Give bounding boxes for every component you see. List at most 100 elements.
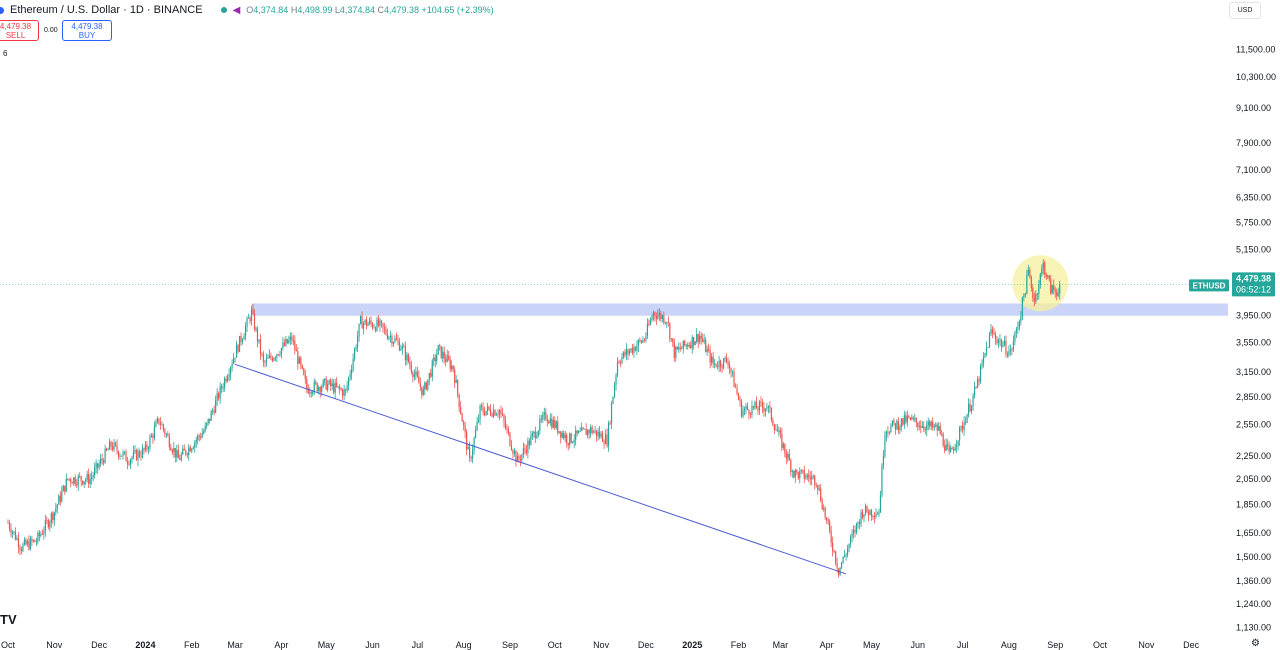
candle-body: [113, 442, 115, 450]
symbol-title[interactable]: Ethereum / U.S. Dollar · 1D · BINANCE: [10, 4, 203, 16]
high-value: 4,498.99: [297, 5, 333, 15]
sell-button[interactable]: 4,479.38 SELL: [0, 20, 39, 41]
candle-body: [923, 426, 925, 429]
candle-body: [34, 540, 36, 542]
candle-body: [342, 389, 344, 396]
candle-body: [123, 451, 126, 453]
candle-body: [41, 534, 43, 535]
candle-body: [640, 340, 643, 343]
candle-body: [300, 357, 302, 366]
candle-body: [395, 338, 398, 340]
candle-body: [718, 360, 720, 368]
candle-body: [58, 495, 60, 505]
candle-body: [670, 338, 672, 340]
candle-body: [94, 468, 96, 476]
settings-icon[interactable]: ⚙: [1251, 638, 1260, 649]
candle-body: [1021, 297, 1023, 317]
candle-body: [823, 508, 825, 510]
candle-body: [50, 513, 52, 523]
currency-button[interactable]: USD: [1229, 2, 1261, 19]
candle-body: [265, 358, 268, 363]
candle-body: [40, 534, 42, 536]
candle-body: [882, 455, 885, 466]
candle-body: [455, 380, 457, 383]
candle-body: [888, 432, 891, 434]
candle-body: [261, 353, 263, 355]
candle-body: [705, 339, 707, 353]
candle-body: [757, 408, 759, 411]
support-trendline: [234, 363, 847, 575]
candle-body: [879, 495, 882, 513]
candle-body: [739, 399, 741, 401]
buy-button[interactable]: 4,479.38 BUY: [62, 20, 112, 41]
x-tick-label: Jul: [957, 640, 969, 650]
x-tick-label: Jun: [365, 640, 380, 650]
candle-body: [353, 348, 356, 359]
candle-body: [270, 355, 272, 358]
candle-body: [194, 442, 196, 448]
price-tag-value: 4,479.38: [1236, 273, 1271, 283]
candle-body: [864, 505, 867, 515]
candle-body: [953, 449, 955, 451]
candle-body: [576, 430, 578, 434]
candle-body: [649, 320, 651, 325]
candle-body: [500, 410, 502, 414]
candle-body: [164, 429, 166, 435]
candle-body: [846, 548, 849, 555]
candle-body: [215, 400, 217, 413]
candle-body: [1057, 293, 1059, 296]
x-tick-label: Aug: [456, 640, 472, 650]
candle-body: [648, 324, 650, 325]
candle-body: [548, 421, 550, 424]
candle-body: [752, 405, 755, 408]
candle-body: [504, 421, 507, 428]
candle-body: [1056, 291, 1058, 296]
low-value: 4,374.84: [339, 5, 375, 15]
candle-body: [832, 542, 834, 552]
buy-price: 4,479.38: [71, 22, 103, 31]
candle-body: [1054, 290, 1056, 292]
candle-body: [826, 517, 828, 520]
candle-body: [728, 365, 731, 369]
candle-body: [416, 371, 418, 377]
indicators-toggle[interactable]: 6: [3, 49, 8, 58]
candle-body: [733, 371, 735, 387]
candle-body: [696, 334, 698, 342]
candle-body: [303, 368, 305, 375]
candle-body: [76, 483, 78, 486]
candle-body: [250, 309, 253, 321]
candle-body: [89, 479, 91, 484]
x-tick-label: Aug: [1001, 640, 1017, 650]
candle-body: [655, 316, 657, 319]
candle-body: [35, 541, 37, 543]
candle-body: [797, 471, 799, 479]
candle-body: [954, 446, 956, 451]
candle-body: [356, 336, 359, 348]
y-tick-label: 5,150.00: [1236, 245, 1271, 255]
candle-body: [192, 447, 194, 449]
candle-body: [764, 408, 767, 412]
candle-body: [318, 387, 320, 391]
candle-body: [861, 512, 864, 518]
candle-body: [401, 346, 403, 349]
candle-body: [597, 431, 599, 437]
candle-body: [616, 361, 619, 375]
candle-body: [908, 416, 910, 418]
candle-body: [970, 405, 973, 412]
candle-body: [667, 322, 669, 324]
candle-body: [569, 433, 571, 446]
candle-body: [814, 475, 816, 485]
tradingview-logo[interactable]: TV: [0, 612, 17, 627]
candle-body: [652, 312, 654, 318]
y-tick-label: 7,100.00: [1236, 165, 1271, 175]
share-icon[interactable]: ◀: [232, 4, 241, 16]
candle-body: [915, 418, 917, 423]
candle-body: [672, 338, 674, 343]
candle-body: [480, 405, 483, 408]
candle-body: [140, 456, 142, 457]
candle-body: [515, 450, 517, 462]
candle-body: [65, 478, 67, 492]
candle-body: [129, 459, 132, 465]
y-tick-label: 3,950.00: [1236, 311, 1271, 321]
